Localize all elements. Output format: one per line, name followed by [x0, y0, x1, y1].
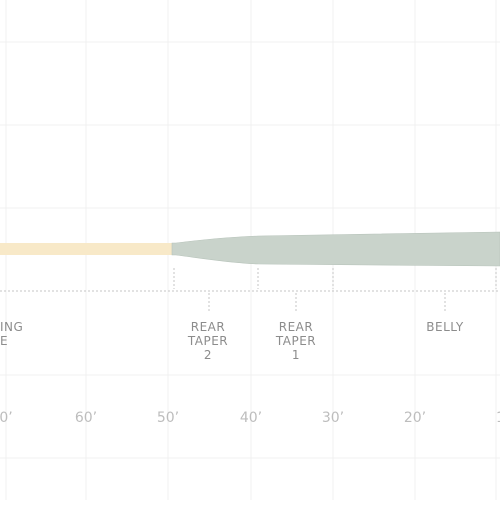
ruler-label: 0’: [0, 410, 13, 426]
segment-label-running-line: ING E: [0, 320, 23, 348]
segment-label-belly: BELLY: [420, 320, 470, 334]
ruler-label: 10: [496, 410, 500, 426]
segment-label-line: REAR: [190, 320, 226, 334]
segment-label-line: 2: [203, 348, 213, 362]
ruler-label: 30’: [321, 410, 345, 426]
segment-label-line: TAPER: [275, 334, 317, 348]
ruler-label: 50’: [156, 410, 180, 426]
fly-line-profile: [0, 231, 500, 267]
label-ticks: [208, 293, 446, 313]
ruler-label: 60’: [74, 410, 98, 426]
segment-label-line: E: [0, 334, 9, 348]
segment-label-line: TAPER: [187, 334, 229, 348]
segment-label-rear-taper-1: REAR TAPER 1: [274, 320, 318, 362]
segment-label-line: ING: [0, 320, 24, 334]
head-section: [171, 231, 500, 267]
running-line-section: [0, 243, 176, 255]
segment-dividers: [173, 268, 497, 289]
segment-label-line: REAR: [278, 320, 314, 334]
ruler-label: 20’: [403, 410, 427, 426]
segment-label-line: 1: [291, 348, 301, 362]
ruler-label: 40’: [239, 410, 263, 426]
segment-label-line: BELLY: [426, 320, 464, 334]
segment-label-rear-taper-2: REAR TAPER 2: [186, 320, 230, 362]
